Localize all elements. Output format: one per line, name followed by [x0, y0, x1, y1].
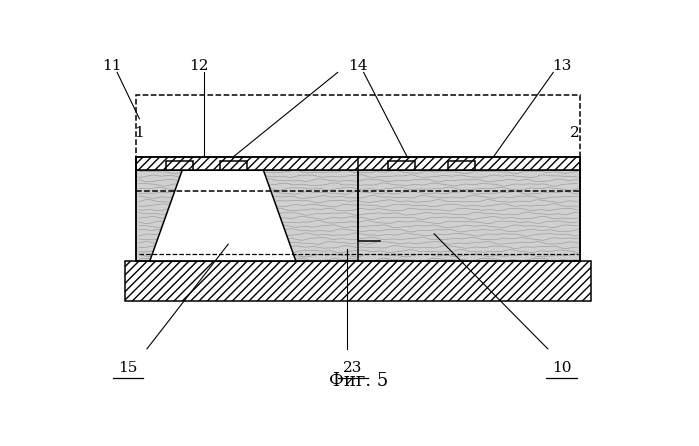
Bar: [166, 161, 193, 169]
Bar: [388, 161, 415, 169]
Bar: [136, 170, 580, 261]
Text: 10: 10: [552, 361, 571, 375]
Polygon shape: [150, 170, 296, 261]
Text: 15: 15: [118, 361, 138, 375]
Bar: [220, 161, 247, 169]
Bar: [447, 161, 475, 169]
Bar: [136, 95, 580, 191]
Text: 1: 1: [134, 125, 144, 140]
Text: 12: 12: [189, 58, 208, 73]
Bar: [136, 157, 580, 170]
Bar: [125, 261, 591, 301]
Text: 23: 23: [343, 361, 363, 375]
Text: Фиг. 5: Фиг. 5: [329, 372, 388, 390]
Text: 13: 13: [552, 58, 571, 73]
Text: 2: 2: [570, 125, 579, 140]
Text: 11: 11: [102, 58, 122, 73]
Text: 14: 14: [349, 58, 368, 73]
